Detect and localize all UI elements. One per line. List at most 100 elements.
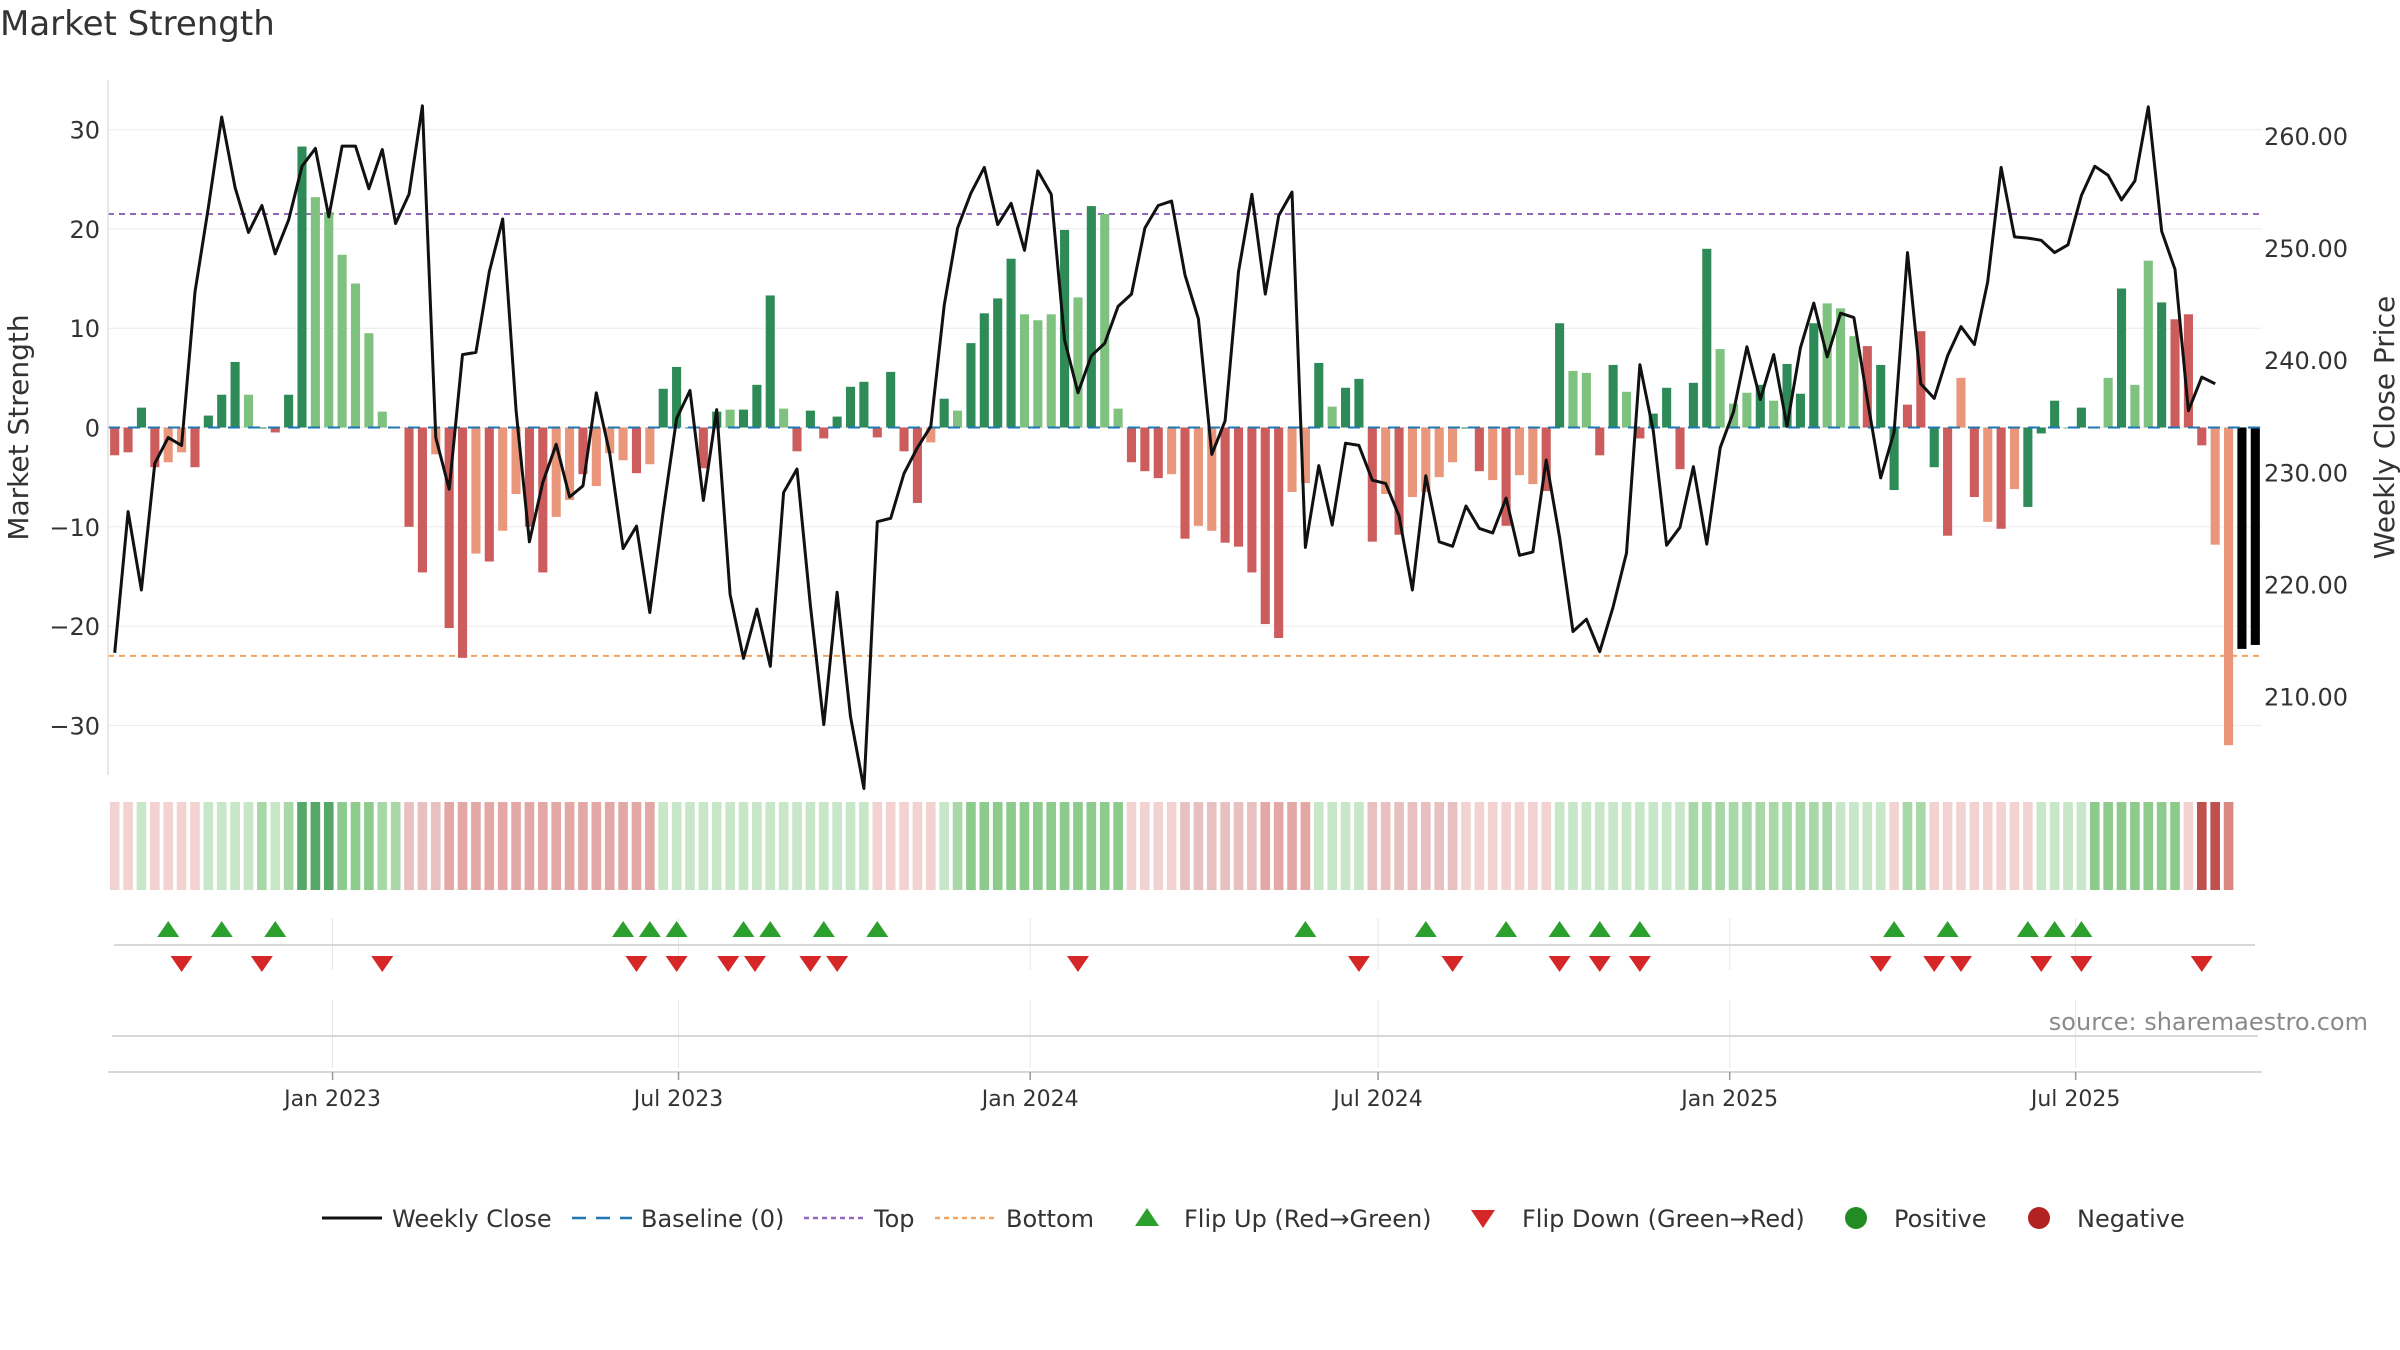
strength-bar xyxy=(243,394,254,428)
strength-bar xyxy=(1635,427,1645,439)
band-cell xyxy=(1594,802,1605,890)
strength-bar xyxy=(779,408,789,428)
x-tick-label: Jan 2024 xyxy=(980,1087,1079,1112)
strength-bar xyxy=(1715,349,1725,428)
band-cell xyxy=(444,802,454,890)
band-cell xyxy=(1046,802,1057,890)
band-cell xyxy=(2143,802,2154,890)
strength-bar xyxy=(270,427,280,433)
band-cell xyxy=(1300,802,1311,890)
strength-bar xyxy=(1929,427,1939,468)
flip-down-marker xyxy=(250,956,273,972)
y-tick-label: 0 xyxy=(85,415,100,443)
strength-bar xyxy=(2210,427,2220,545)
strength-bar xyxy=(2023,427,2033,507)
flip-down-marker xyxy=(1588,956,1611,972)
strength-bar xyxy=(1902,404,1913,428)
strength-bar xyxy=(1956,377,1966,428)
band-cell xyxy=(430,802,441,890)
strength-bar xyxy=(2116,288,2127,428)
strength-bar xyxy=(631,427,642,474)
band-cell xyxy=(1982,802,1993,890)
strength-bar xyxy=(1568,370,1578,428)
band-cell xyxy=(1782,802,1792,890)
y2-tick-label: 260.00 xyxy=(2264,123,2348,151)
flip-up-marker xyxy=(2070,921,2093,937)
band-cell xyxy=(163,802,174,890)
flip-up-marker xyxy=(1883,921,1906,937)
strength-bar xyxy=(1407,427,1417,497)
band-cell xyxy=(2130,802,2140,890)
strength-bar xyxy=(1836,308,1846,428)
band-cell xyxy=(604,802,615,890)
band-cell xyxy=(591,802,602,890)
band-cell xyxy=(1447,802,1458,890)
strength-bar xyxy=(2183,314,2193,428)
flip-up-marker xyxy=(638,921,661,937)
strength-bar xyxy=(672,366,682,428)
band-cell xyxy=(845,802,856,890)
band-cell xyxy=(2116,802,2127,890)
band-cell xyxy=(257,802,267,890)
legend-item-4-label: Bottom xyxy=(1006,1205,1094,1233)
strength-bar xyxy=(1876,364,1886,428)
band-cell xyxy=(2049,802,2060,890)
band-cell xyxy=(1394,802,1404,890)
strength-bar xyxy=(845,386,856,428)
strength-bar xyxy=(150,427,160,468)
band-cell xyxy=(1327,802,1337,890)
strength-bars xyxy=(110,146,2260,746)
band-cell xyxy=(1354,802,1364,890)
band-cell xyxy=(2063,802,2073,890)
strength-bar xyxy=(899,427,909,452)
strength-bar xyxy=(1809,323,1819,428)
strength-bar xyxy=(805,410,815,428)
strength-bar xyxy=(1153,427,1163,479)
strength-bar xyxy=(1354,378,1364,428)
x-tick-label: Jul 2024 xyxy=(1331,1087,1423,1112)
band-cell xyxy=(1661,802,1672,890)
strength-bar xyxy=(1608,364,1618,428)
y-tick-label: −20 xyxy=(49,613,100,641)
band-cell xyxy=(1528,802,1538,890)
band-cell xyxy=(203,802,214,890)
strength-bar xyxy=(2224,427,2234,746)
strength-bar xyxy=(1688,382,1698,428)
strength-bar xyxy=(538,427,548,573)
reference-lines xyxy=(108,213,2262,657)
band-cell xyxy=(738,802,749,890)
strength-bar xyxy=(1514,427,1525,476)
legend-item-7-symbol xyxy=(1845,1207,1867,1229)
band-cell xyxy=(417,802,428,890)
band-cell xyxy=(297,802,307,890)
band-cell xyxy=(1942,802,1953,890)
band-cell xyxy=(1421,802,1431,890)
legend-item-8-label: Negative xyxy=(2077,1205,2185,1233)
strength-bar xyxy=(1367,427,1377,542)
band-cell xyxy=(551,802,562,890)
strength-bar xyxy=(698,427,708,469)
band-cell xyxy=(1902,802,1913,890)
band-cell xyxy=(230,802,240,890)
strength-bar xyxy=(1274,427,1284,638)
band-cell xyxy=(725,802,735,890)
band-cell xyxy=(1835,802,1846,890)
strength-bar xyxy=(1394,427,1404,535)
band-cell xyxy=(1875,802,1886,890)
strength-bar xyxy=(350,283,361,428)
flip-down-marker xyxy=(170,956,193,972)
y-tick-label: −30 xyxy=(49,712,100,740)
strength-bar xyxy=(738,409,749,428)
y-tick-label: 10 xyxy=(69,315,100,343)
strength-bar xyxy=(1782,363,1792,428)
band-cell xyxy=(1635,802,1645,890)
band-cell xyxy=(1086,802,1097,890)
band-cell xyxy=(1929,802,1940,890)
band-cell xyxy=(484,802,495,890)
strength-bar xyxy=(1167,427,1177,475)
strength-bar xyxy=(1969,427,1979,497)
strength-bar xyxy=(725,409,735,428)
band-cell xyxy=(1006,802,1016,890)
band-cell xyxy=(885,802,896,890)
